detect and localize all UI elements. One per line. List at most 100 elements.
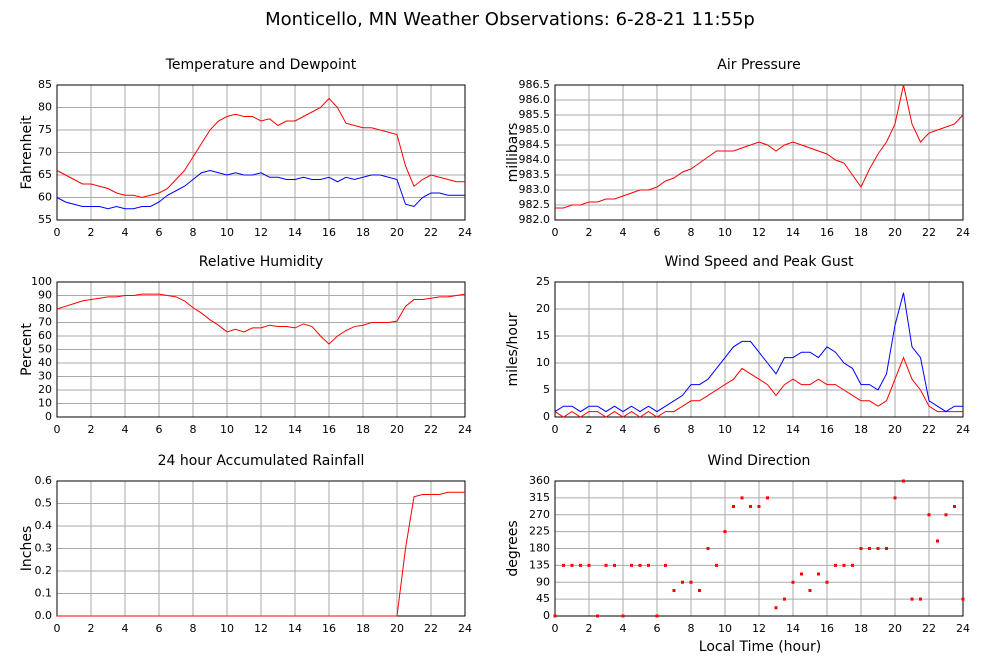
x-tick-label: 8 — [190, 226, 197, 239]
data-point — [570, 563, 574, 567]
x-tick-label: 10 — [718, 423, 732, 436]
y-tick-label: 25 — [536, 275, 550, 288]
data-line — [56, 293, 466, 345]
x-tick-label: 6 — [156, 226, 163, 239]
x-tick-label: 2 — [586, 622, 593, 635]
x-tick-label: 14 — [786, 226, 800, 239]
x-tick-label: 4 — [620, 423, 627, 436]
data-point — [732, 505, 735, 508]
y-tick-label: 985.5 — [519, 108, 551, 121]
data-point — [766, 496, 769, 500]
chart-title: Wind Direction — [708, 453, 811, 469]
x-tick-label: 22 — [922, 622, 936, 635]
data-point — [706, 547, 710, 550]
data-point — [961, 597, 965, 601]
x-tick-label: 2 — [88, 226, 95, 239]
plot-frame — [554, 84, 964, 221]
y-tick-label: 986.5 — [519, 78, 551, 91]
x-tick-label: 12 — [254, 622, 268, 635]
y-axis-label: Fahrenheit — [19, 115, 35, 190]
data-point — [834, 563, 837, 567]
data-point — [774, 606, 778, 610]
x-tick-label: 6 — [654, 423, 661, 436]
x-tick-label: 24 — [956, 423, 970, 436]
y-tick-label: 0.5 — [35, 497, 53, 510]
x-tick-label: 4 — [122, 423, 129, 436]
y-tick-label: 10 — [38, 397, 52, 410]
y-tick-label: 225 — [529, 525, 550, 538]
x-tick-label: 10 — [718, 622, 732, 635]
plot-frame — [554, 281, 964, 418]
y-tick-label: 983.0 — [519, 183, 551, 196]
x-tick-label: 14 — [288, 622, 302, 635]
x-tick-label: 0 — [54, 226, 61, 239]
data-point — [791, 580, 795, 584]
x-tick-label: 16 — [322, 423, 336, 436]
y-tick-label: 80 — [38, 302, 52, 315]
y-tick-label: 0.4 — [35, 519, 53, 532]
x-tick-label: 22 — [922, 423, 936, 436]
chart-title: 24 hour Accumulated Rainfall — [158, 453, 365, 469]
y-tick-label: 0.0 — [35, 609, 53, 622]
x-tick-label: 4 — [620, 622, 627, 635]
x-tick-label: 6 — [156, 622, 163, 635]
data-point — [893, 496, 897, 500]
x-tick-label: 22 — [424, 622, 438, 635]
x-tick-label: 18 — [854, 226, 868, 239]
y-axis-label: Inches — [19, 526, 35, 571]
data-point — [859, 547, 863, 550]
x-tick-label: 4 — [122, 622, 129, 635]
x-tick-label: 10 — [718, 226, 732, 239]
y-tick-label: 5 — [543, 383, 550, 396]
x-tick-label: 4 — [620, 226, 627, 239]
data-point — [817, 572, 820, 576]
data-line — [56, 169, 465, 210]
x-tick-label: 6 — [654, 226, 661, 239]
x-tick-label: 24 — [458, 423, 472, 436]
x-tick-label: 14 — [288, 423, 302, 436]
y-tick-label: 65 — [38, 168, 52, 181]
x-tick-label: 6 — [156, 423, 163, 436]
x-tick-label: 16 — [820, 226, 834, 239]
data-point — [953, 505, 956, 508]
x-tick-label: 12 — [752, 622, 766, 635]
data-point — [868, 547, 871, 550]
data-point — [630, 563, 633, 567]
data-point — [613, 563, 616, 567]
x-tick-label: 18 — [356, 622, 370, 635]
y-tick-label: 0 — [45, 410, 52, 423]
plot-frame — [554, 480, 964, 617]
x-tick-label: 22 — [922, 226, 936, 239]
data-point — [936, 539, 939, 543]
x-tick-label: 0 — [54, 622, 61, 635]
data-point — [851, 563, 854, 567]
y-tick-label: 0.6 — [35, 474, 53, 487]
x-tick-label: 20 — [888, 423, 902, 436]
x-tick-label: 18 — [854, 622, 868, 635]
data-point — [604, 563, 608, 567]
data-line — [554, 292, 963, 413]
x-tick-label: 22 — [424, 423, 438, 436]
plot-frame — [56, 281, 466, 418]
x-tick-label: 24 — [956, 622, 970, 635]
y-tick-label: 50 — [38, 343, 52, 356]
x-tick-label: 18 — [356, 423, 370, 436]
data-line — [57, 491, 465, 617]
y-tick-label: 100 — [31, 275, 52, 288]
y-tick-label: 0.1 — [35, 587, 53, 600]
plot-frame — [56, 84, 466, 221]
data-point — [562, 563, 565, 567]
x-tick-label: 2 — [586, 226, 593, 239]
x-tick-label: 22 — [424, 226, 438, 239]
y-tick-label: 40 — [38, 356, 52, 369]
y-tick-label: 90 — [536, 575, 550, 588]
y-tick-label: 45 — [536, 592, 550, 605]
y-axis-label: degrees — [505, 520, 521, 576]
x-tick-label: 0 — [552, 423, 559, 436]
data-point — [927, 513, 931, 517]
x-tick-label: 8 — [688, 226, 695, 239]
x-tick-label: 18 — [356, 226, 370, 239]
data-point — [672, 589, 676, 592]
x-axis-label: Local Time (hour) — [699, 639, 821, 655]
